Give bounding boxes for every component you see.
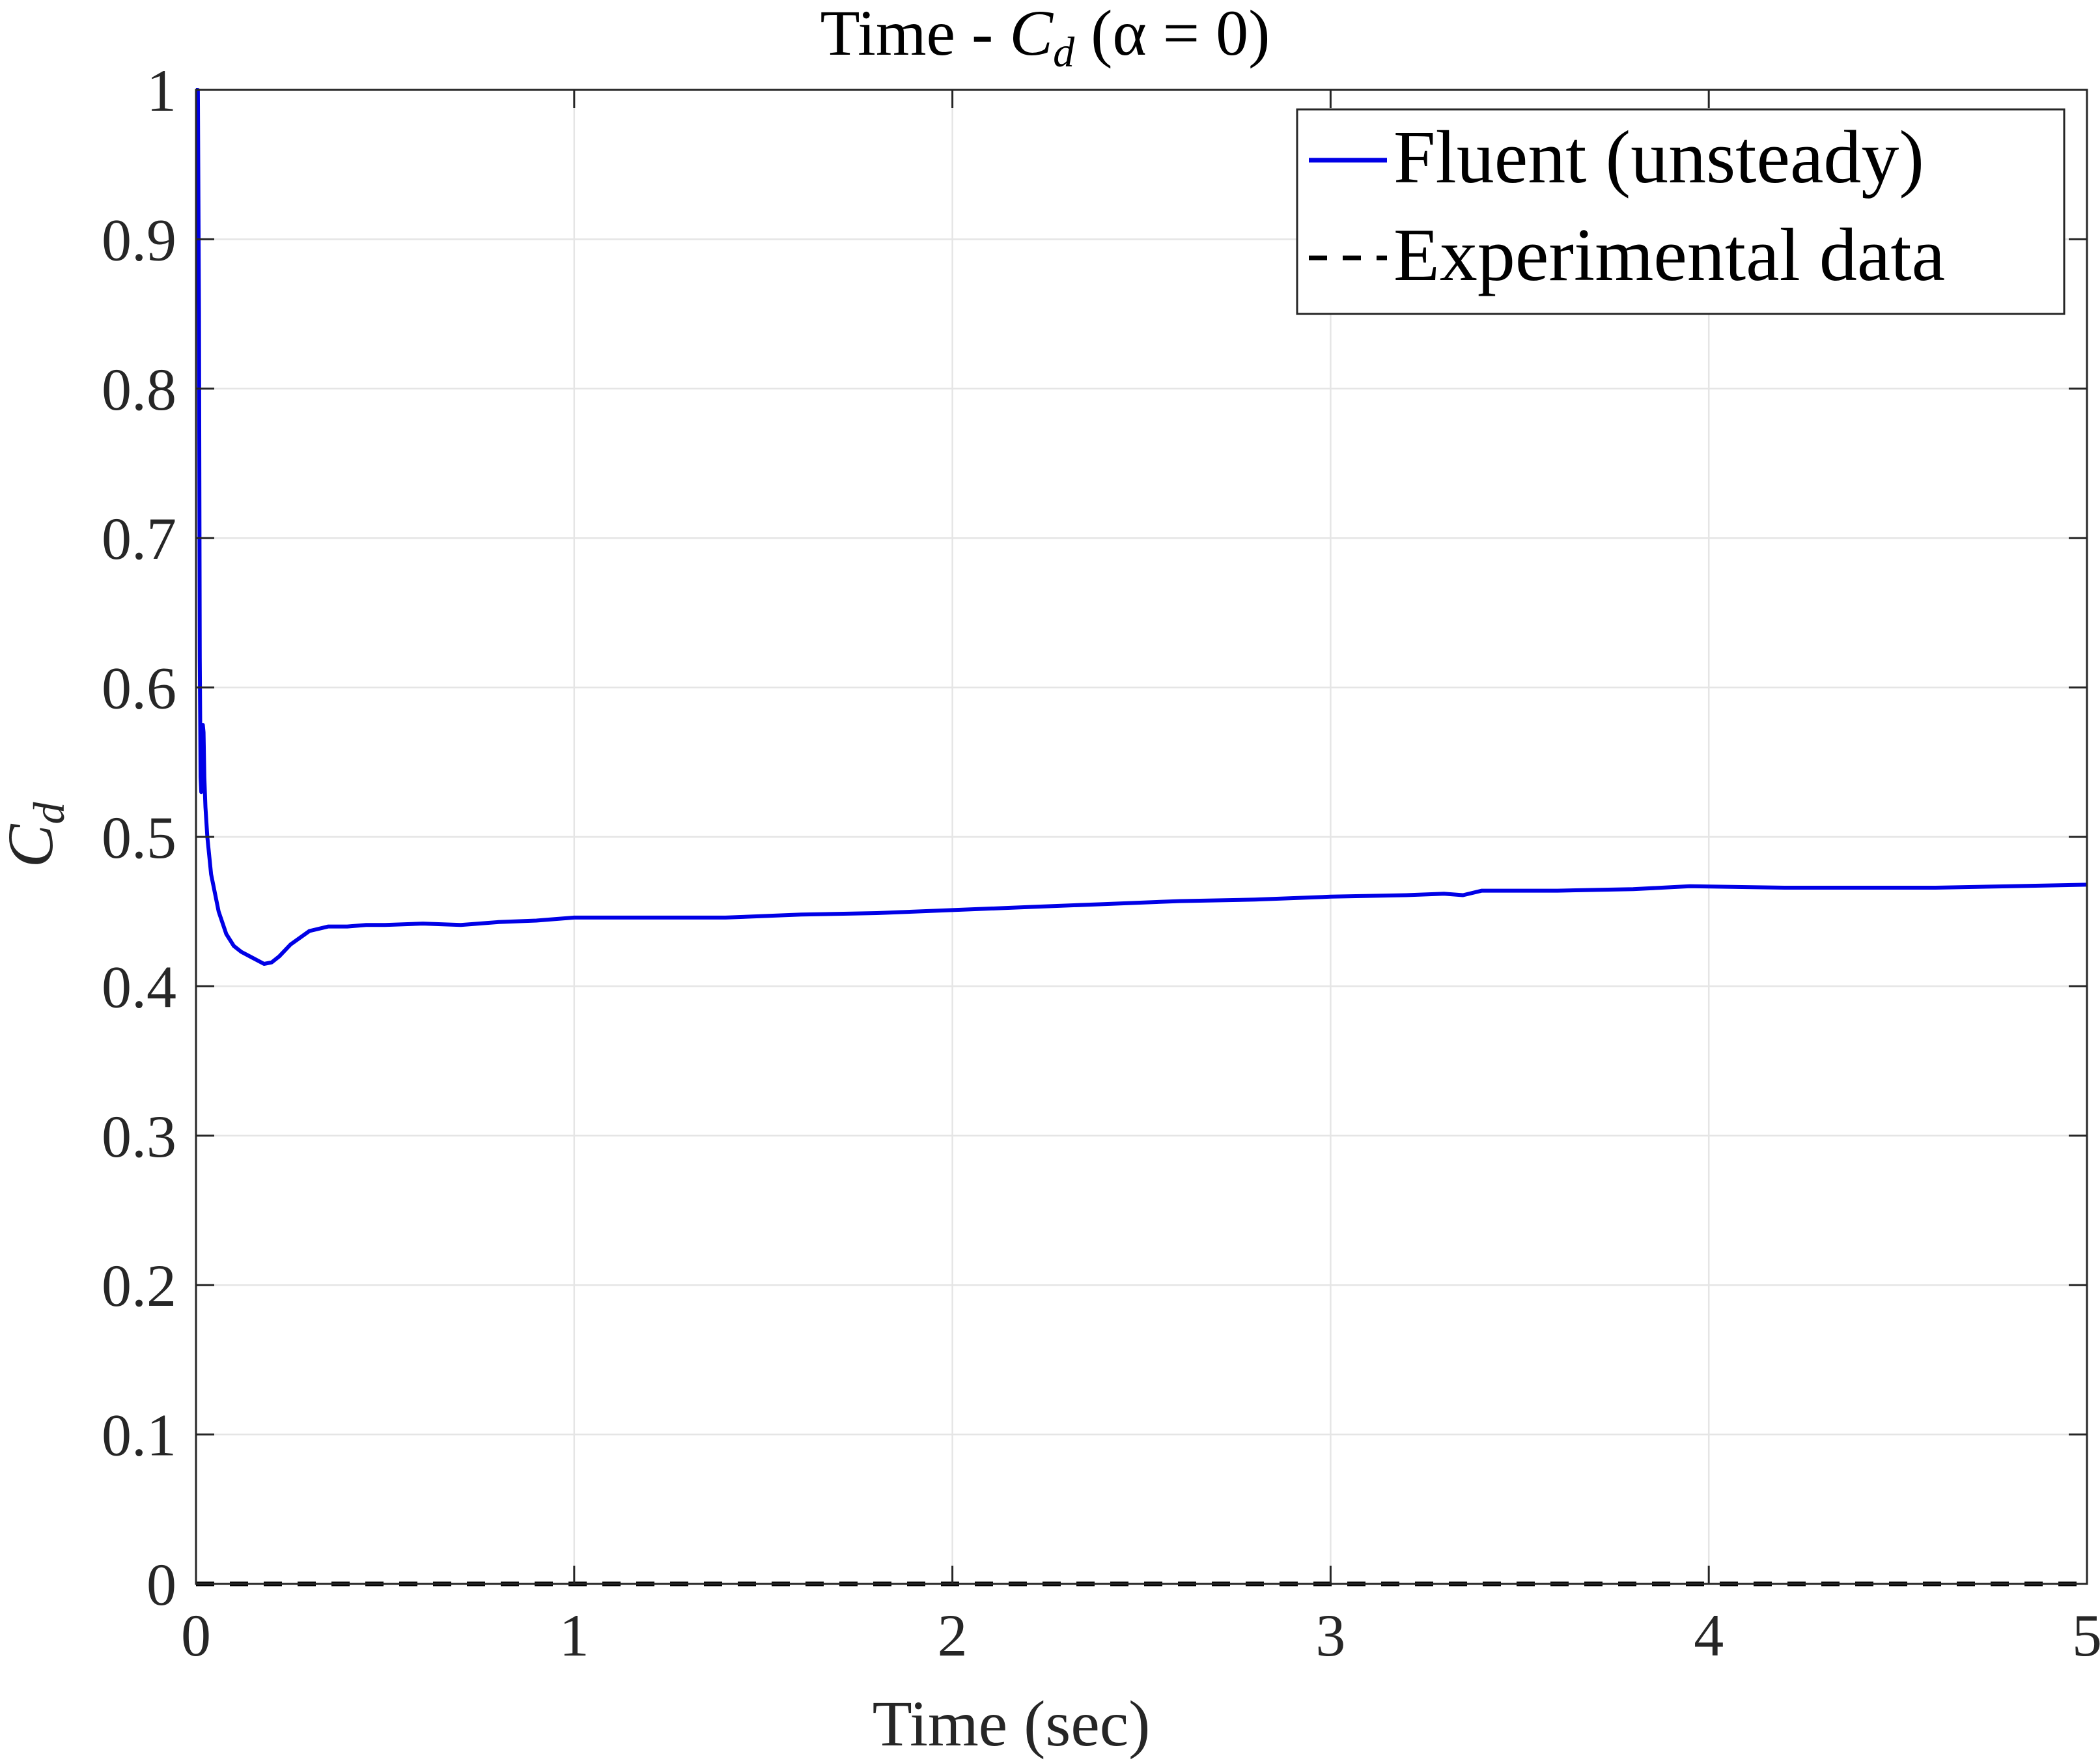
y-tick-label: 0.4 — [102, 953, 176, 1020]
y-tick-label: 0.1 — [102, 1402, 176, 1469]
tick-labels: 0 1 2 3 4 5 0 0.1 0.2 0.3 0.4 0.5 0.6 0.7 0.8 0.9 1 — [102, 57, 2100, 1669]
y-tick-label: 0.6 — [102, 655, 176, 722]
y-axis-label-subscript: d — [24, 802, 74, 825]
grid — [196, 90, 2087, 1584]
plot-frame — [195, 89, 2088, 1585]
x-tick-label: 0 — [181, 1602, 211, 1669]
x-tick-label: 5 — [2072, 1602, 2100, 1669]
legend-box — [1296, 108, 2065, 315]
x-tick-label: 1 — [559, 1602, 589, 1669]
legend-label-experimental: Experimental data — [1393, 214, 1945, 297]
series-line-fluent — [196, 88, 2087, 966]
axes — [195, 89, 2088, 1585]
y-tick-label: 0.5 — [102, 804, 176, 871]
x-axis-label: Time (sec) — [873, 1687, 1151, 1760]
y-tick-label: 0.2 — [102, 1252, 176, 1319]
y-tick-label: 0.7 — [102, 505, 176, 572]
title-subscript: d — [1053, 29, 1075, 76]
x-tick-label: 2 — [938, 1602, 968, 1669]
title-suffix: (α = 0) — [1074, 0, 1270, 69]
y-tick-label: 0 — [147, 1551, 176, 1618]
y-axis-label-symbol: C — [0, 823, 66, 867]
title-prefix: Time - — [820, 0, 1010, 69]
y-tick-label: 0.3 — [102, 1103, 176, 1170]
y-tick-label: 0.9 — [102, 206, 176, 273]
x-tick-label: 4 — [1694, 1602, 1724, 1669]
y-tick-label: 1 — [147, 57, 176, 124]
y-tick-label: 0.8 — [102, 356, 176, 423]
chart-title: Time - Cd (α = 0) — [820, 0, 1270, 76]
title-symbol: C — [1009, 0, 1054, 69]
legend-label-fluent: Fluent (unsteady) — [1393, 116, 1924, 199]
y-axis-label: Cd — [0, 802, 74, 868]
x-tick-label: 3 — [1315, 1602, 1345, 1669]
legend: Fluent (unsteady) Experimental data — [1296, 108, 2065, 315]
